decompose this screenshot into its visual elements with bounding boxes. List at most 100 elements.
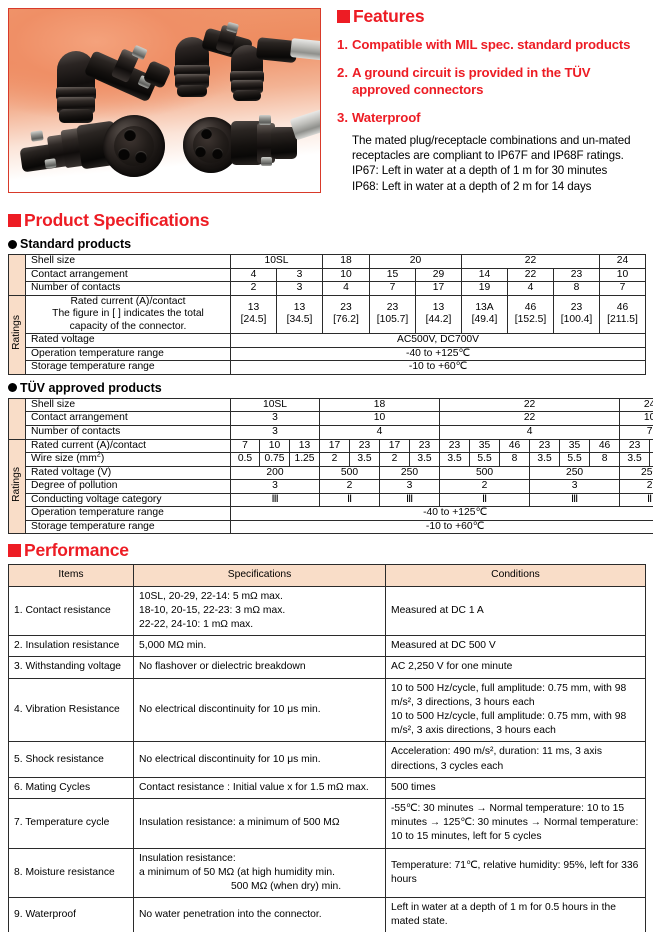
contact-arrangement-value: 23: [552, 267, 601, 283]
table-row: Number of contacts 3 4 4 7: [9, 425, 653, 440]
contact-arrangement-value: 3: [230, 411, 320, 426]
feature-item-2: 2. A ground circuit is provided in the T…: [337, 64, 649, 98]
rated-current-value: 13A: [475, 301, 494, 313]
perf-item: 3. Withstanding voltage: [8, 656, 134, 679]
voltage-category-value: Ⅱ: [619, 492, 653, 508]
rated-current-value: 35: [559, 438, 591, 454]
degree-of-pollution-value: 3: [529, 479, 621, 494]
storage-temperature-value: -10 to +60℃: [229, 519, 653, 535]
feature-item-1: 1. Compatible with MIL spec. standard pr…: [337, 36, 649, 53]
wire-size-value: 2: [379, 452, 410, 467]
perf-spec: Insulation resistance: a minimum of 500 …: [133, 798, 386, 849]
red-square-icon: [8, 214, 21, 227]
table-row: Storage temperature range -10 to +60℃: [9, 519, 653, 535]
wire-size-value: 3.5: [408, 452, 441, 467]
tuv-products-table: Shell size 10SL 18 22 24 Contact arrange…: [8, 397, 653, 535]
performance-title: Performance: [24, 540, 129, 561]
voltage-category-value: Ⅲ: [230, 492, 320, 508]
wire-size-value: 1.25: [289, 452, 320, 467]
perf-spec: 5,000 MΩ min.: [133, 635, 386, 658]
shell-size-value: 22: [439, 397, 621, 413]
number-of-contacts-value: 4: [322, 281, 370, 296]
column-header-specifications: Specifications: [133, 564, 386, 587]
degree-of-pollution-value: 2: [619, 479, 653, 494]
wire-size-value: 5.5: [649, 452, 653, 467]
perf-spec: Contact resistance : Initial value x for…: [133, 776, 386, 800]
table-row: 8. Moisture resistance Insulation resist…: [8, 847, 646, 899]
rated-voltage-value: 250: [529, 465, 621, 481]
rated-current-cell: 13 [44.2]: [415, 294, 462, 335]
rated-current-value: 17: [319, 438, 350, 454]
rated-current-value: 13: [293, 301, 306, 313]
perf-item: 6. Mating Cycles: [8, 776, 134, 800]
feature-number-3: 3.: [337, 110, 348, 126]
perf-spec: No water penetration into the connector.: [133, 897, 386, 932]
ratings-vertical-label: Ratings: [8, 438, 26, 535]
rated-current-value: 23: [408, 438, 441, 454]
table-row: 3. Withstanding voltage No flashover or …: [8, 656, 646, 679]
red-square-icon: [8, 544, 21, 558]
rated-current-value: 23: [570, 301, 583, 313]
rated-current-total: [24.5]: [240, 314, 267, 326]
perf-condition: AC 2,250 V for one minute: [385, 656, 646, 679]
rated-current-cell: 23 [105.7]: [369, 294, 416, 335]
rated-current-total: [76.2]: [333, 314, 359, 326]
table-row: 1. Contact resistance 10SL, 20-29, 22-14…: [8, 585, 646, 637]
voltage-category-value: Ⅲ: [378, 492, 441, 508]
degree-of-pollution-value: 2: [439, 479, 531, 494]
number-of-contacts-value: 17: [415, 281, 462, 296]
wire-size-value: 3.5: [349, 452, 380, 467]
table-row: Number of contacts 2 3 4 7 17 19 4 8 7: [9, 281, 647, 296]
wire-size-label-end: ): [100, 453, 105, 465]
rated-current-total: [152.5]: [514, 314, 547, 326]
table-row: Operation temperature range -40 to +125℃: [9, 346, 647, 362]
contact-arrangement-label: Contact arrangement: [25, 411, 231, 426]
rated-current-value: 13: [432, 301, 445, 313]
storage-temperature-label: Storage temperature range: [25, 360, 231, 375]
bullet-dot-icon: [8, 239, 17, 249]
ip67-description: IP67: Left in water at a depth of 1 m fo…: [352, 164, 608, 178]
rated-current-total: [44.2]: [425, 314, 452, 326]
perf-spec: No electrical discontinuity for 10 μs mi…: [133, 677, 386, 743]
bullet-dot-icon: [8, 383, 17, 393]
standard-products-subtitle: Standard products: [20, 237, 132, 251]
shell-size-value: 10SL: [230, 397, 320, 413]
shell-size-value: 20: [369, 254, 462, 269]
perf-spec: No flashover or dielectric breakdown: [133, 656, 386, 679]
table-row: Rated voltage (V) 200 500 250 500 250 25…: [9, 465, 653, 481]
rated-current-value: 23: [386, 301, 399, 313]
storage-temperature-value: -10 to +60℃: [229, 360, 647, 375]
wire-size-label: Wire size (mm2): [25, 450, 231, 467]
wire-size-value: 2: [319, 452, 350, 467]
operation-temperature-label: Operation temperature range: [25, 506, 231, 521]
wire-size-value: 3.5: [619, 452, 651, 467]
operation-temperature-value: -40 to +125℃: [229, 346, 647, 362]
table-row: Storage temperature range -10 to +60℃: [9, 360, 647, 375]
contact-arrangement-value: 10: [599, 267, 647, 283]
number-of-contacts-value: 4: [507, 281, 554, 296]
voltage-category-value: Ⅲ: [529, 492, 621, 508]
rated-current-cell: 23 [100.4]: [552, 294, 601, 335]
perf-item: 4. Vibration Resistance: [8, 677, 134, 743]
perf-spec-line: 18-10, 20-15, 22-23: 3 mΩ max.: [139, 604, 286, 616]
contact-arrangement-value: 10: [619, 411, 653, 426]
perf-condition: Measured at DC 1 A: [385, 585, 646, 637]
number-of-contacts-label: Number of contacts: [25, 425, 231, 440]
number-of-contacts-value: 2: [230, 281, 277, 296]
number-of-contacts-value: 3: [230, 425, 320, 440]
shell-size-value: 24: [619, 397, 653, 413]
feature-number-2: 2.: [337, 65, 348, 81]
ratings-label-text: Ratings: [10, 315, 22, 350]
perf-item: 7. Temperature cycle: [8, 798, 134, 849]
rated-current-value: 35: [649, 438, 653, 454]
shell-size-value: 22: [460, 254, 601, 269]
feature-number-1: 1.: [337, 37, 348, 52]
rated-current-cell: 46 [152.5]: [507, 294, 554, 335]
table-row: Shell size 10SL 18 20 22 24: [8, 254, 647, 296]
rated-current-value: 23: [619, 438, 651, 454]
rated-current-value: 35: [469, 438, 501, 454]
rated-voltage-value: 200: [230, 465, 320, 481]
wire-size-value: 8: [499, 452, 531, 467]
contact-arrangement-value: 4: [230, 267, 277, 283]
